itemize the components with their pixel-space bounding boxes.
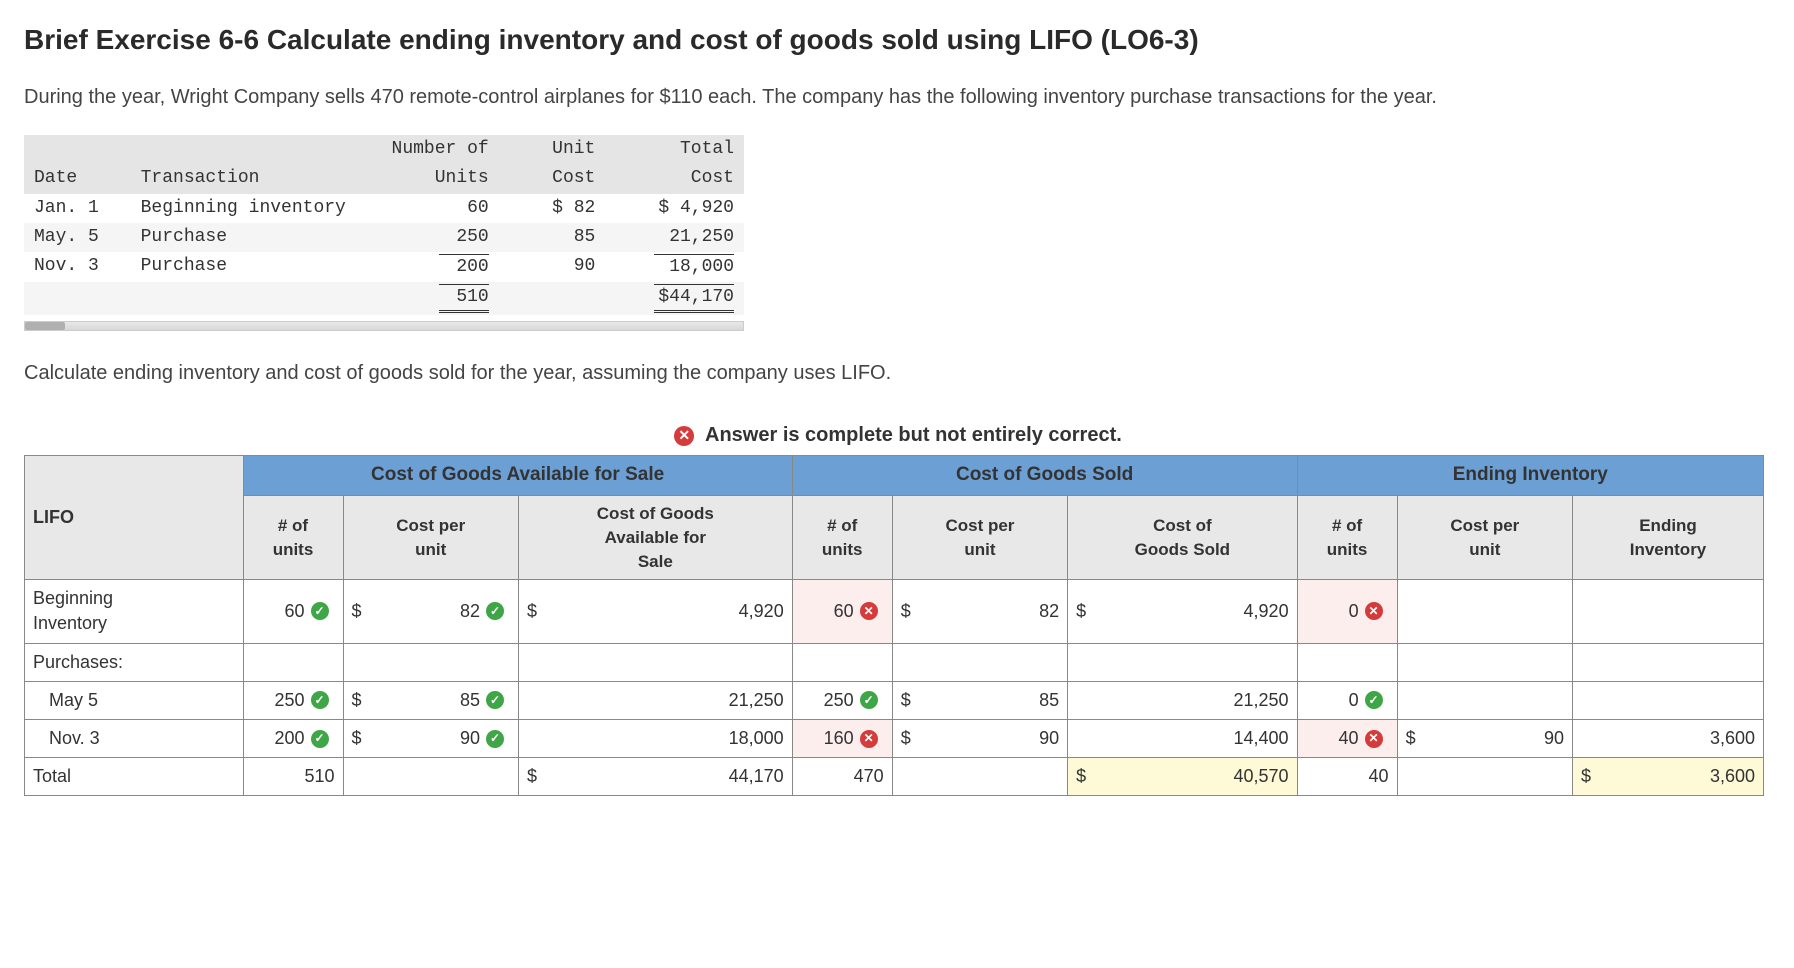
section-avail: Cost of Goods Available for Sale <box>243 456 792 496</box>
th-num-units: Number of <box>371 135 499 164</box>
sub-ending: EndingInventory <box>1573 495 1764 579</box>
sub-units: # ofunits <box>1297 495 1397 579</box>
check-icon: ✓ <box>486 691 504 709</box>
check-icon: ✓ <box>1365 691 1383 709</box>
check-icon: ✓ <box>311 602 329 620</box>
section-cogs: Cost of Goods Sold <box>792 456 1297 496</box>
sub-cpu: Cost perunit <box>1397 495 1572 579</box>
sub-cpu: Cost perunit <box>343 495 518 579</box>
table-row: Jan. 1 Beginning inventory 60 $ 82 $ 4,9… <box>24 194 744 223</box>
wrong-icon: ✕ <box>1365 602 1383 620</box>
horizontal-scrollbar[interactable] <box>24 321 744 331</box>
check-icon: ✓ <box>486 730 504 748</box>
row-may-5: May 5 250✓ $85✓ 21,250 250✓ $85 21,250 0… <box>25 681 1764 719</box>
row-nov-3: Nov. 3 200✓ $90✓ 18,000 160✕ $90 14,400 … <box>25 720 1764 758</box>
th-unit-cost: Unit <box>499 135 606 164</box>
th-transaction: Transaction <box>131 164 371 193</box>
instruction-text: Calculate ending inventory and cost of g… <box>24 359 1770 387</box>
table-row-total: 510 $44,170 <box>24 282 744 315</box>
sub-avail: Cost of GoodsAvailable forSale <box>518 495 792 579</box>
table-row: May. 5 Purchase 250 85 21,250 <box>24 223 744 252</box>
sub-cpu: Cost perunit <box>892 495 1067 579</box>
feedback-text: Answer is complete but not entirely corr… <box>705 424 1122 446</box>
lifo-answer-table: LIFO Cost of Goods Available for Sale Co… <box>24 455 1764 796</box>
wrong-icon: ✕ <box>674 426 694 446</box>
sub-units: # ofunits <box>243 495 343 579</box>
feedback-banner: ✕ Answer is complete but not entirely co… <box>24 411 1770 455</box>
table-row: Nov. 3 Purchase 200 90 18,000 <box>24 252 744 282</box>
sub-units: # ofunits <box>792 495 892 579</box>
section-ending: Ending Inventory <box>1297 456 1763 496</box>
wrong-icon: ✕ <box>860 730 878 748</box>
transactions-table: Number of Unit Total Date Transaction Un… <box>24 135 744 315</box>
check-icon: ✓ <box>860 691 878 709</box>
problem-intro: During the year, Wright Company sells 47… <box>24 83 1770 111</box>
check-icon: ✓ <box>311 730 329 748</box>
th-total-cost: Total <box>605 135 744 164</box>
page-title: Brief Exercise 6-6 Calculate ending inve… <box>24 20 1770 59</box>
sub-cogs: Cost ofGoods Sold <box>1068 495 1297 579</box>
lifo-label: LIFO <box>25 456 244 580</box>
wrong-icon: ✕ <box>860 602 878 620</box>
check-icon: ✓ <box>486 602 504 620</box>
wrong-icon: ✕ <box>1365 730 1383 748</box>
th-date: Date <box>24 164 131 193</box>
row-total: Total 510 $44,170 470 $40,570 40 $3,600 <box>25 758 1764 796</box>
row-purchases-label: Purchases: <box>25 643 1764 681</box>
check-icon: ✓ <box>311 691 329 709</box>
row-beginning-inventory: BeginningInventory 60✓ $82✓ $4,920 60✕ $… <box>25 580 1764 643</box>
transactions-table-wrap: Number of Unit Total Date Transaction Un… <box>24 135 744 331</box>
